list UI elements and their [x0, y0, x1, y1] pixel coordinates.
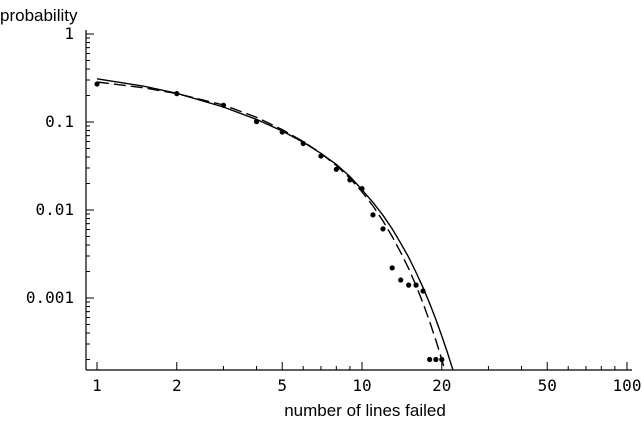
data-point [333, 166, 339, 172]
data-point [253, 119, 260, 125]
x-axis-title: number of lines failed [284, 401, 446, 420]
x-tick-label: 100 [613, 376, 642, 395]
data-point [318, 153, 324, 159]
x-tick-label: 1 [92, 376, 102, 395]
dashed-fit-curve [96, 81, 446, 370]
points-layer [94, 81, 445, 363]
data-point [433, 356, 439, 363]
data-point [174, 91, 180, 97]
tick-layer: 1 2 5 10 20 50 100 1 0.1 0.01 0.001 [26, 24, 642, 395]
x-tick-label: 20 [432, 376, 451, 395]
data-point [389, 265, 395, 271]
y-tick-label: 1 [64, 24, 74, 43]
x-tick-label: 10 [352, 376, 371, 395]
data-point [300, 140, 306, 147]
data-point [359, 186, 365, 192]
data-point [398, 277, 404, 283]
y-tick-label: 0.001 [26, 288, 74, 307]
data-point [220, 102, 227, 108]
data-point [413, 282, 419, 288]
data-point [420, 288, 426, 294]
data-point [406, 282, 412, 288]
y-tick-label: 0.1 [45, 112, 74, 131]
data-point [380, 226, 386, 232]
y-tick-label: 0.01 [35, 200, 74, 219]
data-point [347, 177, 353, 183]
x-tick-label: 2 [172, 376, 182, 395]
x-tick-label: 5 [277, 376, 287, 395]
data-point [94, 81, 100, 87]
curves-layer [96, 78, 454, 370]
x-tick-label: 50 [538, 376, 557, 395]
y-axis-title: probability [0, 6, 78, 25]
data-point [279, 129, 285, 135]
data-point [427, 356, 433, 363]
solid-fit-curve [96, 78, 454, 370]
data-point [370, 212, 376, 218]
data-point [439, 356, 445, 363]
